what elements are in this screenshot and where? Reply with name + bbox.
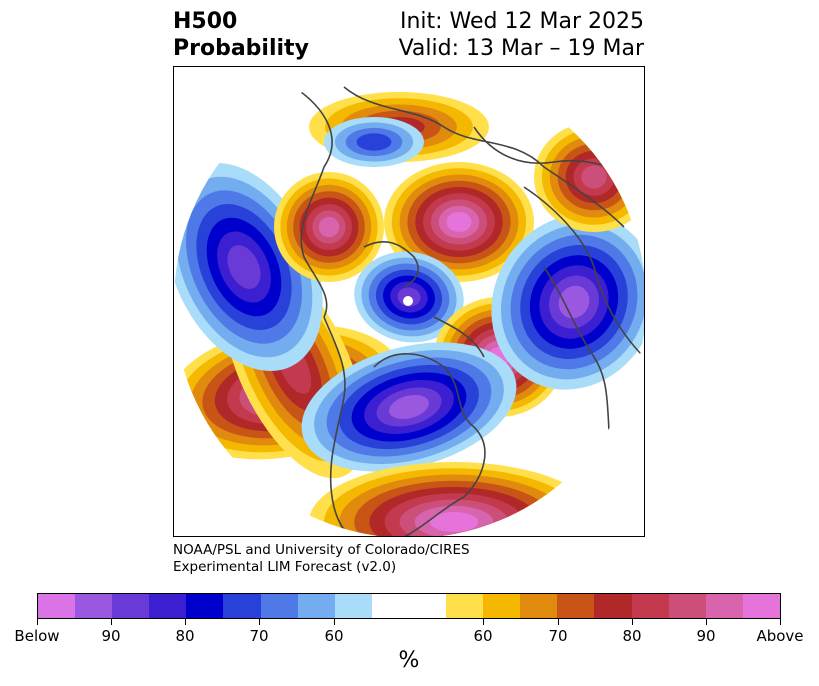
init-date: Init: Wed 12 Mar 2025 — [399, 9, 644, 34]
colorbar-swatch — [557, 594, 595, 618]
colorbar-tick-label: 80 — [622, 627, 642, 645]
coastlines — [293, 86, 644, 536]
anomaly-field — [174, 67, 644, 536]
colorbar-swatch — [631, 594, 669, 618]
title-variable: H500 — [173, 9, 238, 34]
colorbar-tick — [111, 619, 112, 625]
colorbar-tick — [483, 619, 484, 625]
colorbar-units: % — [398, 648, 420, 673]
coastline-path — [363, 241, 419, 288]
title-block-left: H500 Probability — [173, 8, 309, 62]
colorbar-tick — [37, 619, 38, 625]
credit-line-1: NOAA/PSL and University of Colorado/CIRE… — [173, 542, 470, 558]
colorbar-tick — [334, 619, 335, 625]
polar-low-small-contour — [356, 133, 392, 151]
aleutian-low-contour — [227, 245, 261, 289]
colorbar-tick-label: Above — [756, 627, 804, 645]
title-block-right: Init: Wed 12 Mar 2025 Valid: 13 Mar – 19… — [399, 8, 644, 62]
colorbar-tick-label: 70 — [548, 627, 568, 645]
europe-low-contour — [558, 285, 590, 319]
colorbar-tick-label: 90 — [101, 627, 121, 645]
probability-map — [173, 66, 645, 537]
colorbar-tick — [632, 619, 633, 625]
colorbar-swatch — [520, 594, 558, 618]
colorbar-tick-label: Below — [14, 627, 60, 645]
coastline-path — [523, 186, 644, 358]
colorbar-swatch — [446, 594, 484, 618]
asia-high-contour — [446, 212, 472, 232]
colorbar-swatch — [149, 594, 187, 618]
colorbar-swatch — [260, 594, 298, 618]
colorbar-tick — [558, 619, 559, 625]
colorbar-swatch — [38, 594, 76, 618]
colorbar-swatch — [668, 594, 706, 618]
colorbar-swatch — [408, 594, 447, 618]
credit-line-2: Experimental LIM Forecast (v2.0) — [173, 559, 397, 575]
colorbar-tick-label: 90 — [696, 627, 716, 645]
colorbar — [37, 593, 781, 619]
colorbar-tick-label: 80 — [175, 627, 195, 645]
siberia-high-contour — [318, 216, 340, 238]
colorbar-swatch — [594, 594, 632, 618]
north-pole-marker — [403, 296, 413, 306]
credit-text: NOAA/PSL and University of Colorado/CIRE… — [173, 542, 470, 576]
colorbar-swatch — [742, 594, 780, 618]
valid-range: Valid: 13 Mar – 19 Mar — [398, 36, 644, 61]
coastline-path — [343, 86, 625, 228]
colorbar-swatch — [334, 594, 372, 618]
colorbar-tick-label: 70 — [249, 627, 269, 645]
colorbar-swatch — [371, 594, 409, 618]
colorbar-swatch — [75, 594, 113, 618]
coastline-path — [323, 316, 355, 536]
polar-map-svg — [174, 67, 644, 536]
colorbar-swatch — [112, 594, 150, 618]
colorbar-tick — [259, 619, 260, 625]
colorbar-tick-label: 60 — [324, 627, 344, 645]
colorbar-tick — [706, 619, 707, 625]
colorbar-swatch — [705, 594, 743, 618]
colorbar-swatch — [483, 594, 521, 618]
atlantic-high-contour — [429, 512, 479, 532]
scandinavia-high-contour — [581, 165, 607, 189]
colorbar-swatch — [223, 594, 261, 618]
coastline-path — [293, 86, 333, 318]
coastline-path — [373, 353, 486, 536]
north-america-low-contour — [388, 394, 430, 420]
colorbar-tick — [780, 619, 781, 625]
colorbar-swatch — [297, 594, 335, 618]
title-product: Probability — [173, 36, 309, 61]
colorbar-swatch — [186, 594, 224, 618]
coastline-path — [433, 316, 485, 358]
colorbar-tick-label: 60 — [473, 627, 493, 645]
colorbar-tick — [185, 619, 186, 625]
